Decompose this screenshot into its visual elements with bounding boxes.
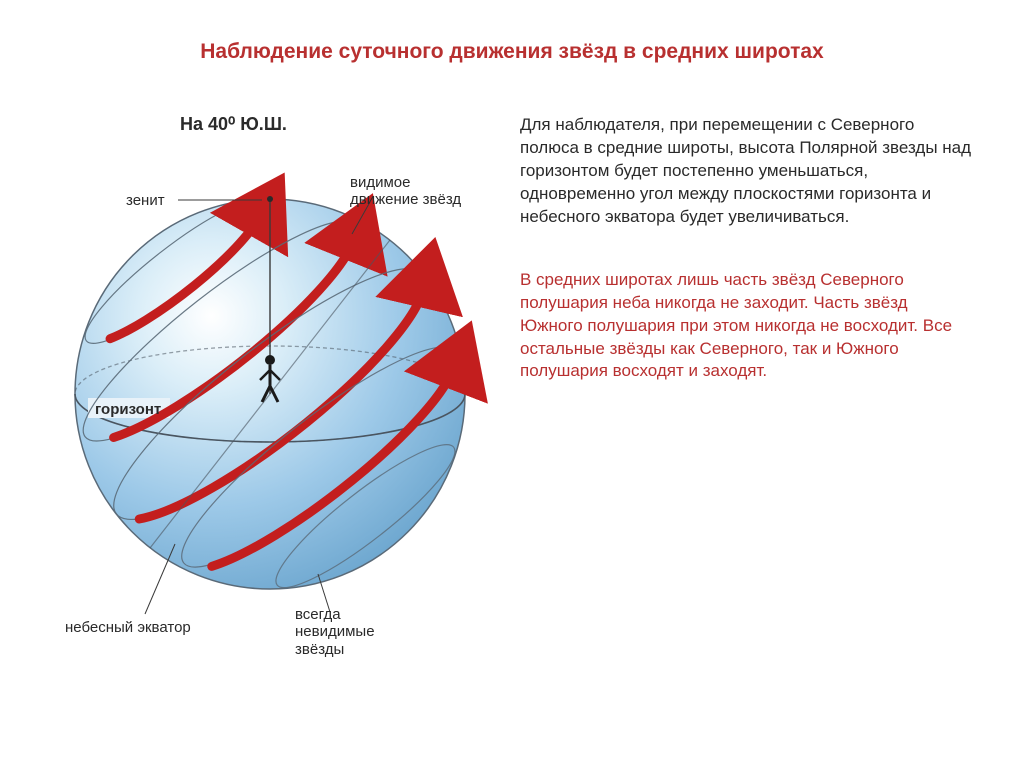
latitude-label: На 40⁰ Ю.Ш. [180, 114, 287, 135]
content-row: На 40⁰ Ю.Ш. [50, 114, 974, 654]
label-zenith: зенит [126, 192, 165, 209]
page-title: Наблюдение суточного движения звёзд в ср… [50, 40, 974, 64]
label-inv-l2: невидимые [295, 623, 375, 640]
title-text: Наблюдение суточного движения звёзд в ср… [200, 40, 823, 63]
label-visible-l2: движение звёзд [350, 191, 461, 208]
label-inv-l1: всегда [295, 606, 341, 623]
label-celestial-equator: небесный экватор [65, 619, 191, 636]
label-visible-motion: видимое движение звёзд [350, 174, 461, 209]
text-column: Для наблюдателя, при перемещении с Север… [520, 114, 974, 654]
sphere-svg [50, 144, 490, 654]
paragraph-2: В средних широтах лишь часть звёзд Север… [520, 269, 974, 384]
label-horizon: горизонт [95, 401, 161, 418]
label-visible-l1: видимое [350, 174, 410, 191]
label-inv-l3: звёзды [295, 641, 344, 658]
celestial-sphere-diagram: На 40⁰ Ю.Ш. [50, 114, 490, 654]
paragraph-1: Для наблюдателя, при перемещении с Север… [520, 114, 974, 229]
diagram-column: На 40⁰ Ю.Ш. [50, 114, 490, 654]
label-invisible-stars: всегда невидимые звёзды [295, 606, 375, 658]
zenith-dot [267, 196, 273, 202]
